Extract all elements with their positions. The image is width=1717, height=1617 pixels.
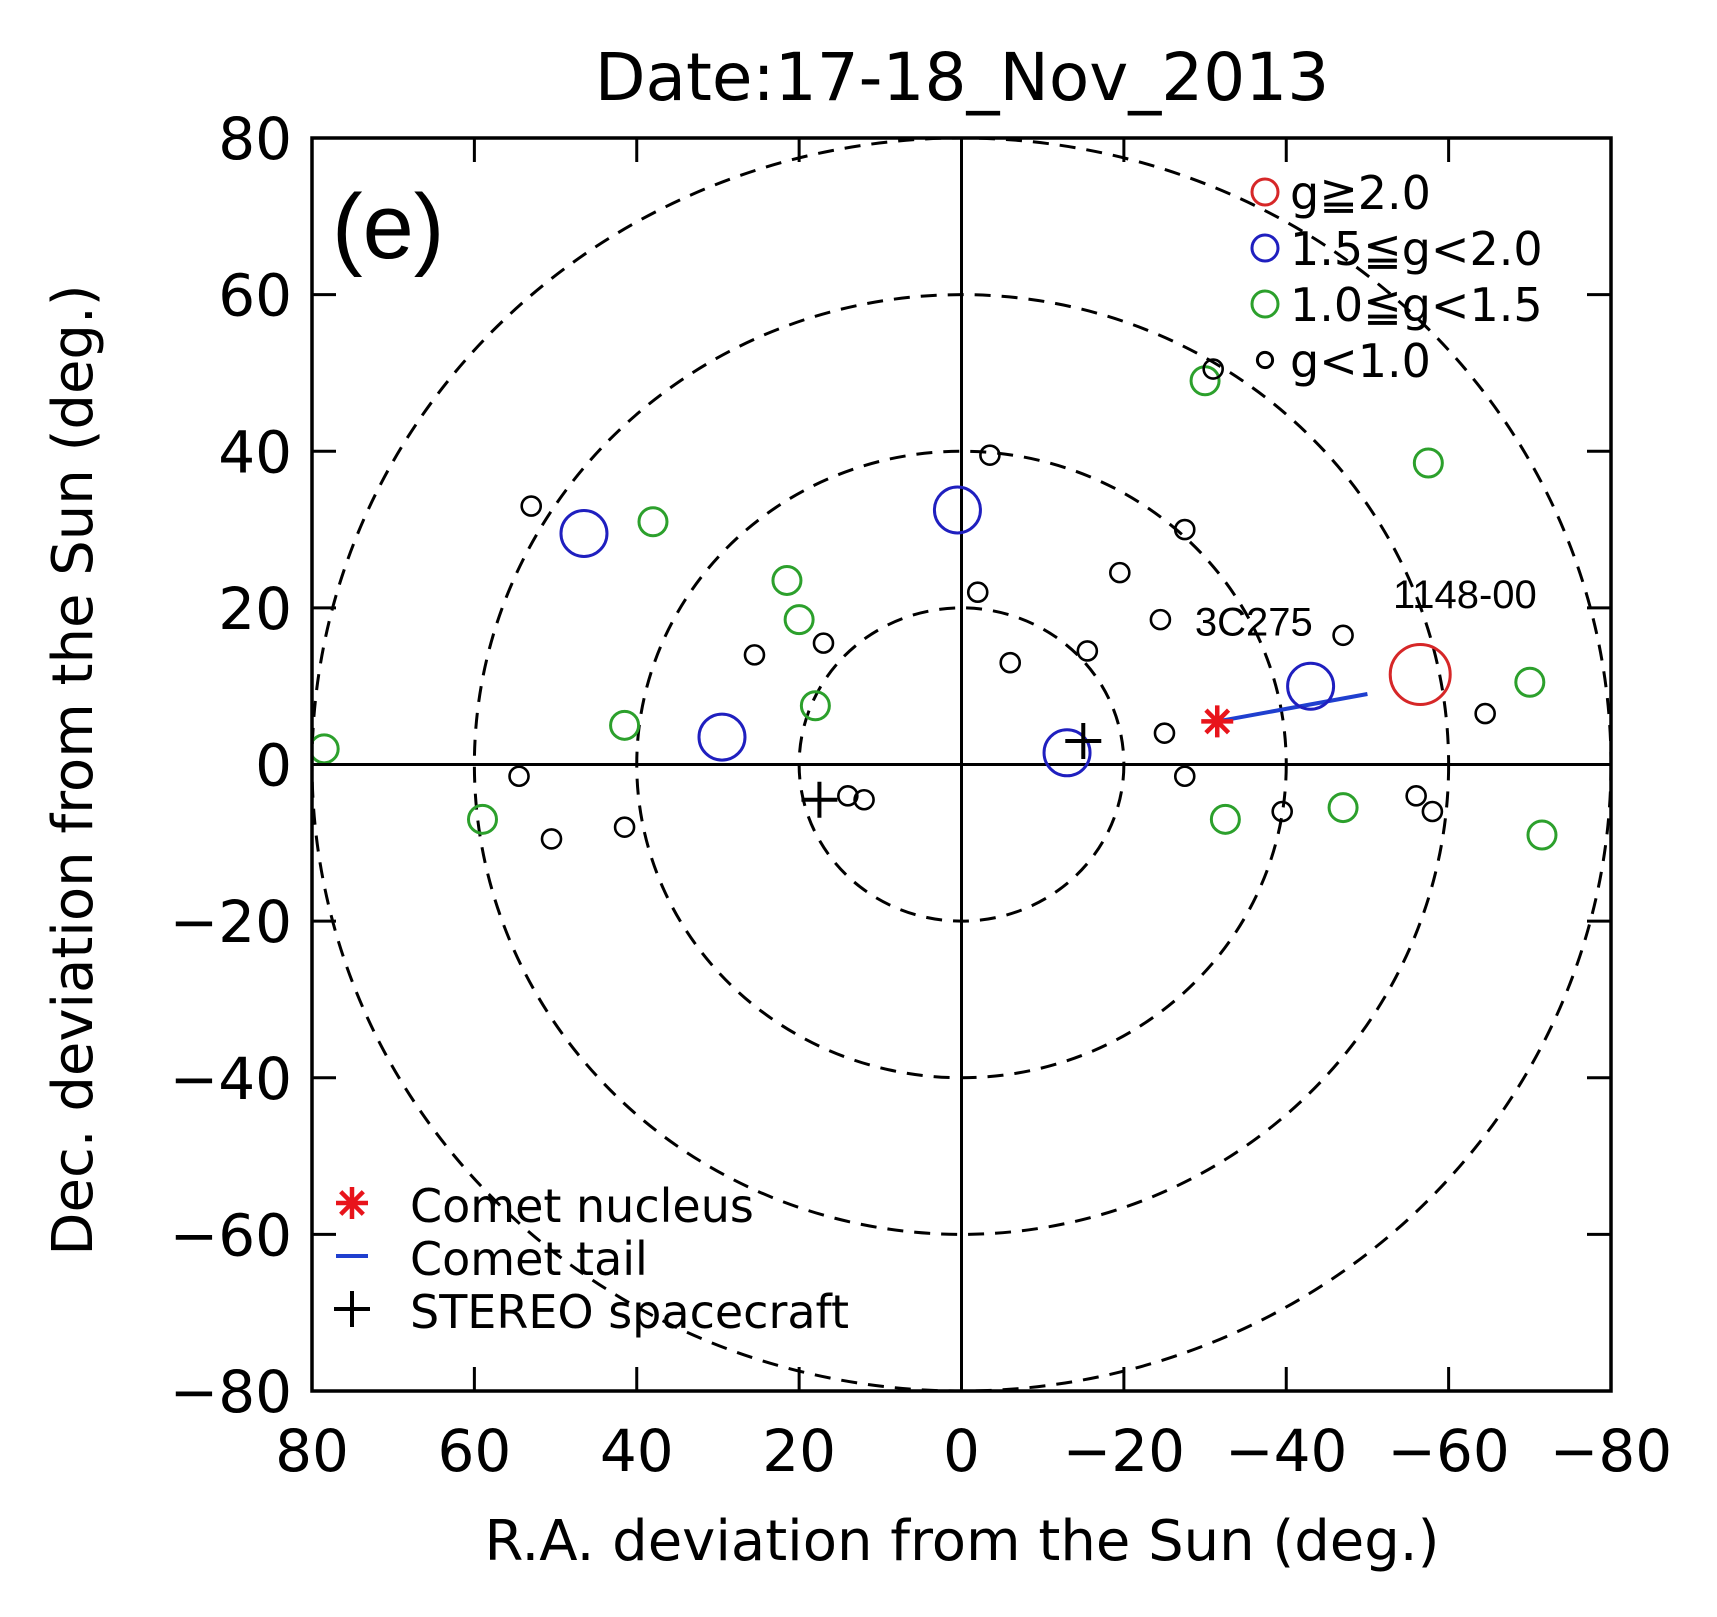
data-point-series-3	[1149, 608, 1172, 631]
data-point-series-2	[1526, 819, 1558, 851]
data-point-series-0	[1388, 642, 1452, 706]
data-point-series-1	[1042, 728, 1092, 778]
data-point-series-1	[932, 485, 982, 535]
legend-marker-stereo	[334, 1291, 370, 1327]
data-point-series-3	[812, 632, 835, 654]
y-tick-label: −40	[170, 1045, 292, 1113]
data-point-series-2	[609, 709, 641, 741]
x-tick-label: −40	[1225, 1417, 1347, 1485]
legend-label-stereo: STEREO spacecraft	[410, 1285, 849, 1339]
legend-label-3: g<1.0	[1290, 334, 1431, 388]
legend-marker-1	[1250, 233, 1280, 263]
data-point-series-3	[1173, 518, 1196, 541]
comet-tail-line	[1216, 692, 1368, 724]
data-point-series-3	[1332, 624, 1354, 647]
y-tick-label: 60	[218, 262, 292, 330]
x-axis-title: R.A. deviation from the Sun (deg.)	[485, 1509, 1440, 1574]
y-tick-label: 0	[255, 732, 292, 800]
x-tick-label: 20	[762, 1417, 836, 1485]
legend-label-1: 1.5≦g<2.0	[1290, 222, 1543, 276]
y-tick-label: −20	[170, 888, 292, 956]
data-point-series-2	[637, 506, 669, 538]
y-tick-label: 40	[218, 418, 292, 486]
data-point-series-3	[508, 765, 530, 788]
data-point-series-2	[1209, 803, 1241, 835]
data-point-series-2	[312, 733, 340, 765]
data-point-series-3	[743, 644, 766, 666]
data-point-series-2	[799, 690, 831, 722]
data-point-series-2	[1412, 447, 1444, 479]
y-tick-label: −60	[170, 1201, 292, 1269]
x-tick-label: −80	[1550, 1417, 1672, 1485]
data-point-series-3	[1109, 561, 1131, 584]
data-point-series-2	[1327, 792, 1359, 824]
y-axis-title: Dec. deviation from the Sun (deg.)	[41, 284, 106, 1255]
y-tick-label: 20	[218, 575, 292, 643]
legend-label-2: 1.0≦g<1.5	[1290, 278, 1543, 332]
legend-label-0: g≧2.0	[1290, 166, 1431, 220]
data-point-series-3	[613, 816, 636, 838]
y-tick-label: 80	[218, 105, 292, 173]
data-point-series-1	[559, 508, 609, 558]
data-point-series-2	[771, 564, 803, 596]
data-point-series-3	[540, 828, 563, 850]
chart-title: Date:17-18_Nov_2013	[595, 39, 1330, 116]
data-point-series-2	[1514, 666, 1546, 698]
data-point-series-1	[1286, 661, 1336, 711]
data-point-series-3	[1474, 702, 1496, 725]
data-point-series-3	[1202, 358, 1224, 380]
stereo-marker	[801, 781, 838, 818]
data-point-series-2	[783, 604, 815, 636]
legend-marker-2	[1250, 289, 1280, 319]
plot-area: 3C275 1148-00	[312, 138, 1611, 1391]
source-label: 1148-00	[1393, 573, 1537, 617]
data-point-series-3	[979, 444, 1001, 466]
data-point-series-3	[999, 651, 1022, 674]
panel-label: (e)	[332, 176, 444, 278]
y-tick-label: −80	[170, 1358, 292, 1426]
source-label: 3C275	[1195, 600, 1313, 644]
legend-marker-3	[1255, 350, 1275, 370]
data-point-series-3	[1076, 640, 1099, 662]
x-tick-label: 80	[275, 1417, 349, 1485]
data-point-series-3	[853, 788, 875, 811]
data-point-series-2	[466, 803, 498, 835]
x-tick-label: −60	[1387, 1417, 1509, 1485]
legend-marker-comet-nucleus	[336, 1187, 368, 1219]
legend-label-comet-tail: Comet tail	[410, 1232, 648, 1286]
legend-label-comet-nucleus: Comet nucleus	[410, 1179, 754, 1233]
comet-nucleus-marker	[1201, 705, 1234, 738]
data-point-series-3	[1173, 765, 1196, 788]
data-point-series-3	[1271, 800, 1293, 823]
data-point-series-3	[1421, 800, 1444, 823]
x-tick-label: 40	[600, 1417, 674, 1485]
legend-marker-0	[1250, 177, 1280, 207]
data-point-series-3	[837, 785, 859, 807]
data-point-series-3	[1153, 722, 1176, 744]
data-point-series-3	[520, 495, 543, 517]
stereo-marker	[1065, 723, 1102, 760]
x-tick-label: 0	[943, 1417, 980, 1485]
data-point-series-1	[697, 712, 747, 762]
data-point-series-3	[966, 581, 989, 604]
x-tick-label: −20	[1063, 1417, 1185, 1485]
x-tick-label: 60	[437, 1417, 511, 1485]
data-point-series-3	[1405, 785, 1427, 807]
